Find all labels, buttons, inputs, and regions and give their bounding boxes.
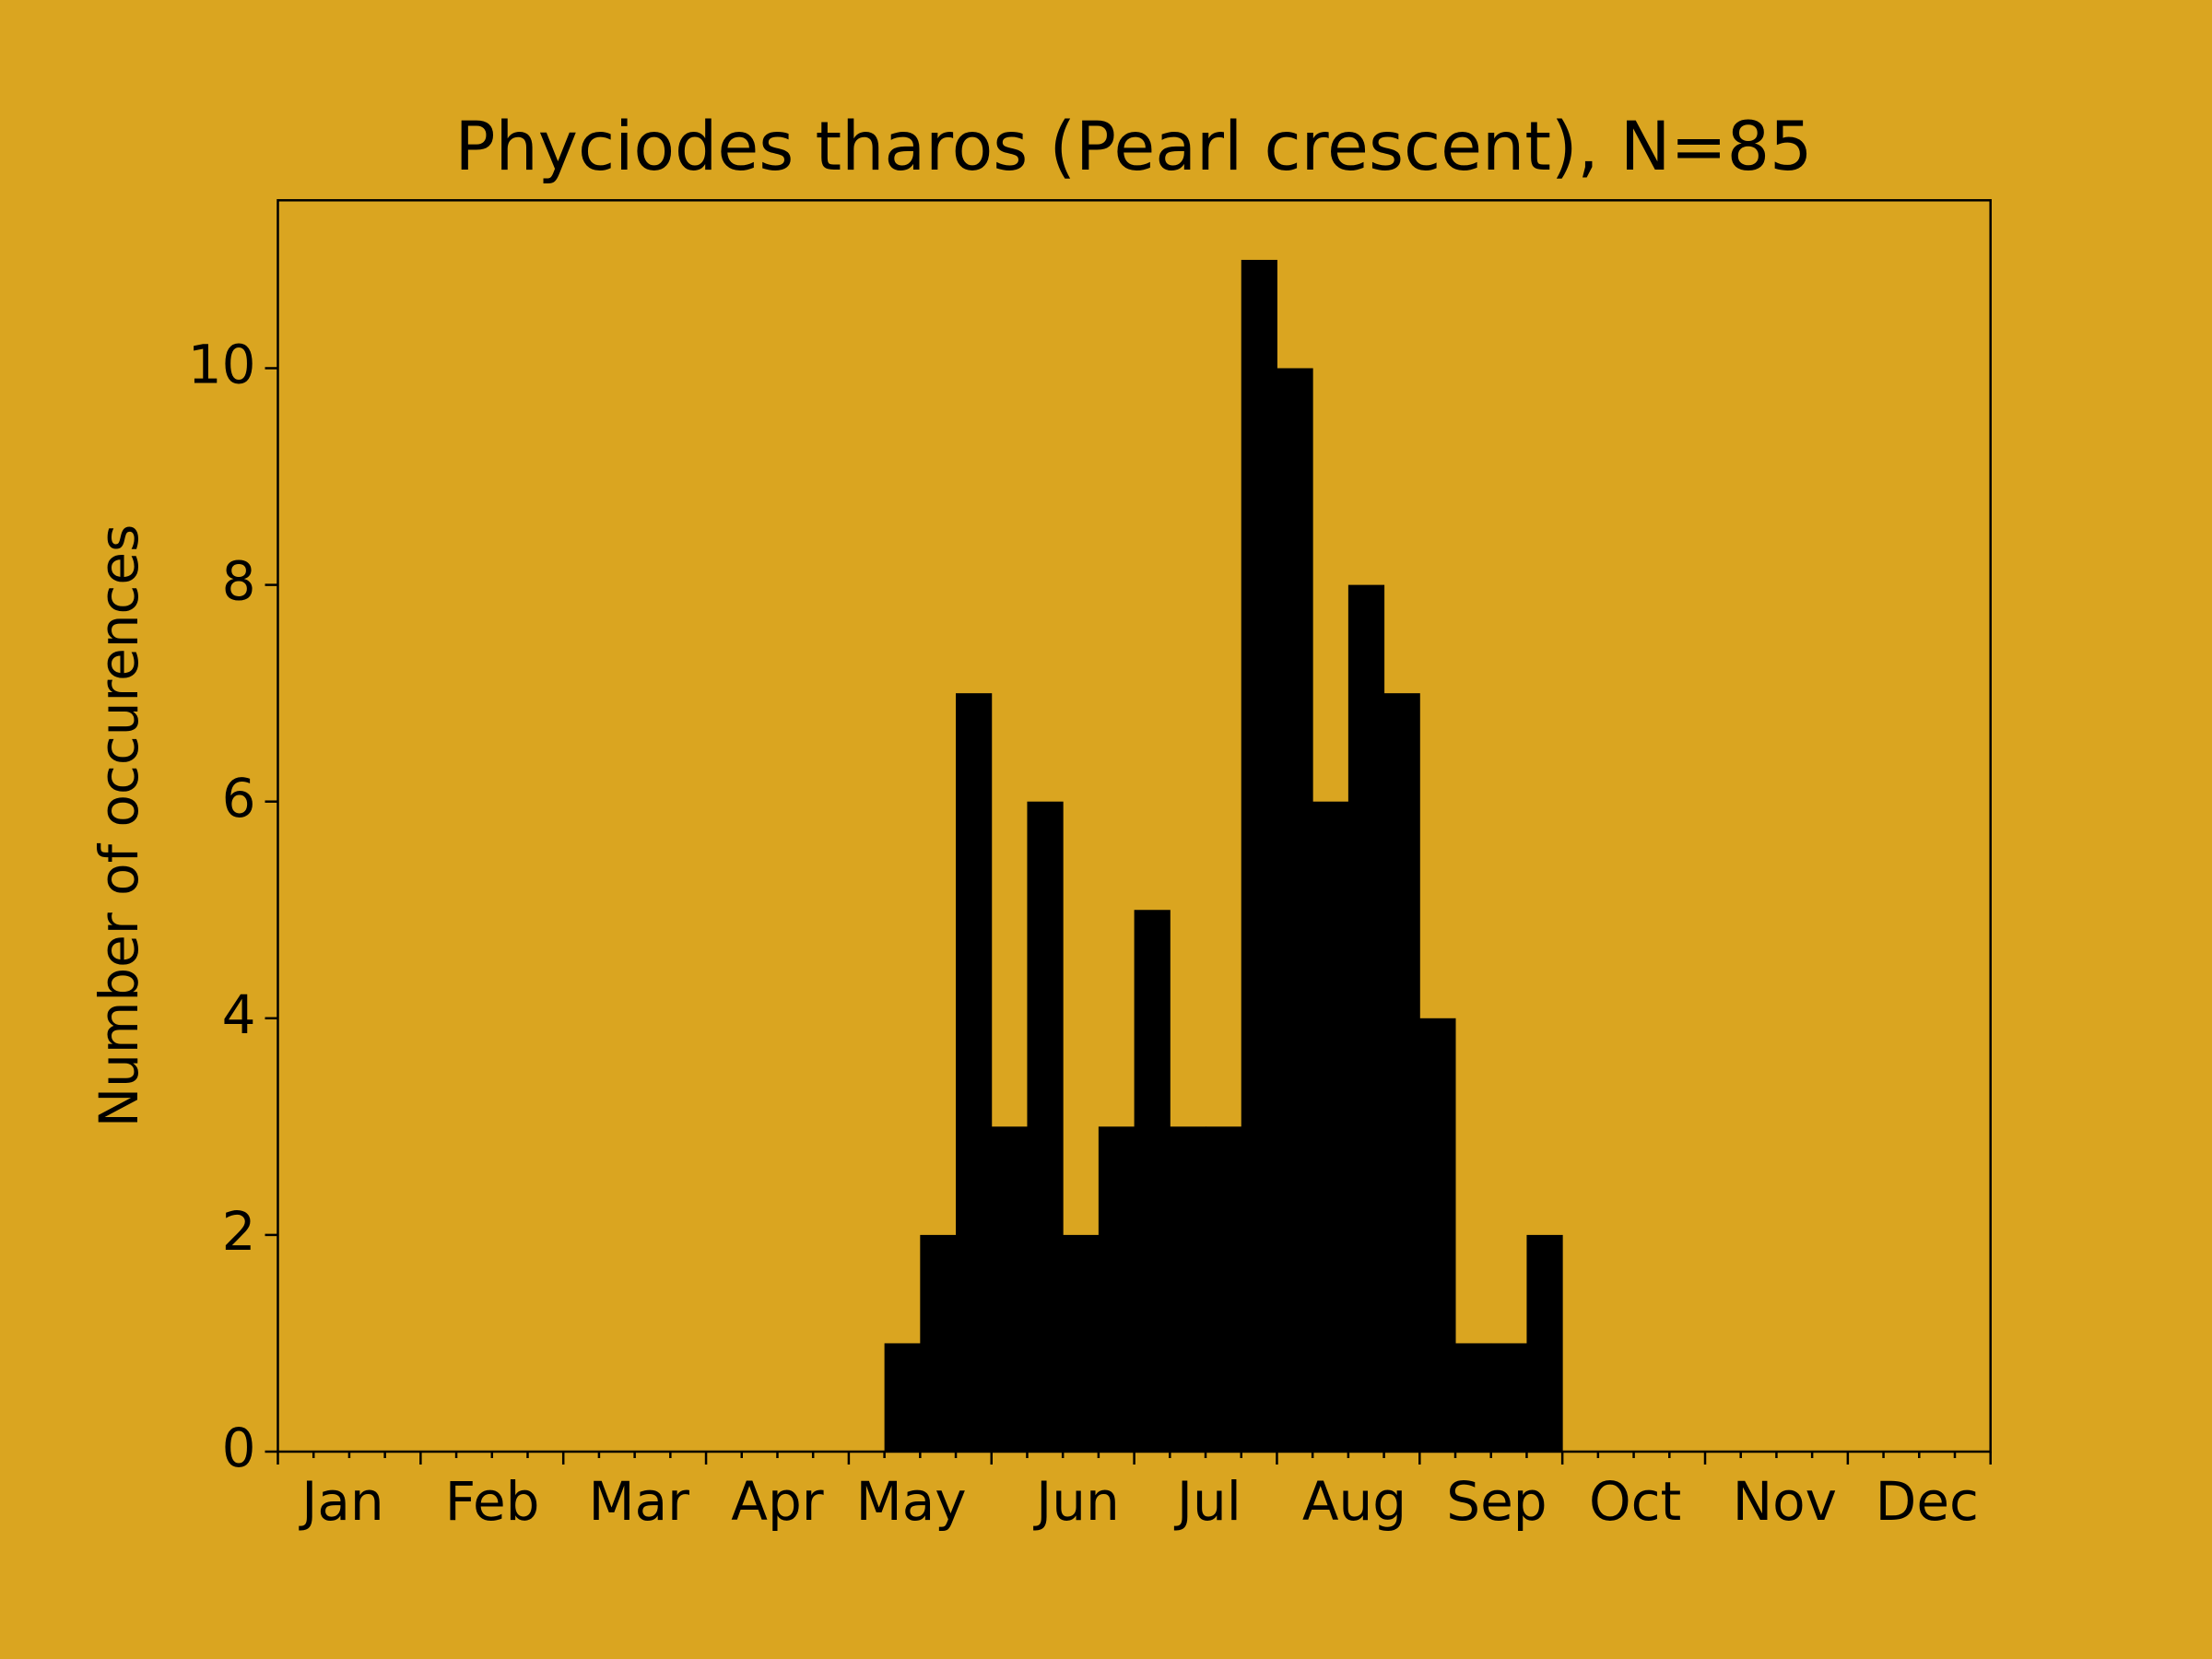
y-axis-label: Number of occurences [88, 524, 150, 1128]
x-tick-label: Jul [1174, 1470, 1241, 1533]
x-tick-label: Mar [589, 1470, 690, 1533]
y-tick-label: 10 [188, 334, 256, 396]
bar [1027, 801, 1064, 1452]
bar [1206, 1126, 1242, 1452]
x-tick-label: Oct [1589, 1470, 1681, 1533]
y-tick-label: 8 [222, 550, 256, 613]
chart-title: Phyciodes tharos (Pearl crescent), N=85 [454, 108, 1812, 186]
bar [920, 1234, 957, 1452]
y-tick-label: 4 [222, 983, 256, 1046]
bar [991, 1126, 1028, 1452]
bar [1170, 1126, 1206, 1452]
bar [1312, 801, 1349, 1452]
x-tick-label: Sep [1446, 1470, 1547, 1533]
bar [1490, 1343, 1527, 1452]
x-tick-label: Nov [1733, 1470, 1837, 1533]
x-tick-label: Jun [1033, 1470, 1120, 1533]
y-tick-label: 0 [222, 1417, 256, 1479]
bar [1347, 584, 1385, 1452]
bar [1419, 1018, 1456, 1452]
bar [1277, 368, 1313, 1452]
y-tick-label: 2 [222, 1200, 256, 1263]
x-tick-label: Feb [445, 1470, 540, 1533]
bar [1241, 259, 1277, 1452]
bar [1526, 1234, 1563, 1452]
bar [1455, 1343, 1492, 1452]
x-tick-label: Aug [1302, 1470, 1406, 1533]
bar [1383, 693, 1420, 1452]
x-tick-label: Dec [1876, 1470, 1979, 1533]
bar [956, 693, 993, 1452]
x-tick-label: Jan [299, 1470, 383, 1533]
bar [1063, 1234, 1100, 1452]
x-tick-label: Apr [731, 1470, 823, 1533]
bar [1134, 910, 1171, 1452]
x-tick-label: May [856, 1470, 967, 1533]
bar [1098, 1126, 1135, 1452]
bar [884, 1343, 921, 1452]
y-tick-label: 6 [222, 767, 256, 830]
